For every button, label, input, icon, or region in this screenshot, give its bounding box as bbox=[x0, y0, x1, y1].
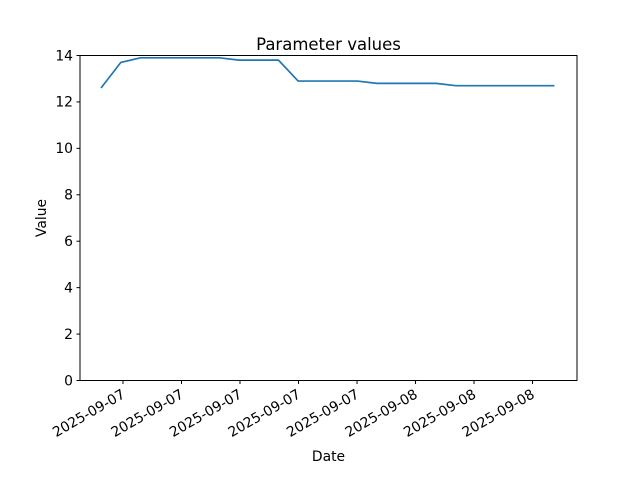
plot-area bbox=[79, 55, 578, 381]
chart-title: Parameter values bbox=[256, 35, 401, 54]
y-tick-label: 10 bbox=[55, 141, 73, 157]
y-tick-label: 4 bbox=[64, 280, 73, 296]
y-tick-label: 0 bbox=[64, 373, 73, 389]
y-axis: 0 2 4 6 8 10 12 14 bbox=[55, 48, 80, 389]
y-tick-label: 6 bbox=[64, 234, 73, 250]
y-tick-label: 12 bbox=[55, 95, 73, 111]
y-tick-label: 14 bbox=[55, 48, 73, 64]
y-tick-label: 2 bbox=[64, 327, 73, 343]
x-axis: 2025-09-072025-09-072025-09-072025-09-07… bbox=[50, 380, 538, 441]
x-axis-label: Date bbox=[312, 449, 345, 465]
y-axis-label: Value bbox=[34, 199, 50, 237]
y-tick-label: 8 bbox=[64, 188, 73, 204]
data-line bbox=[100, 56, 555, 89]
